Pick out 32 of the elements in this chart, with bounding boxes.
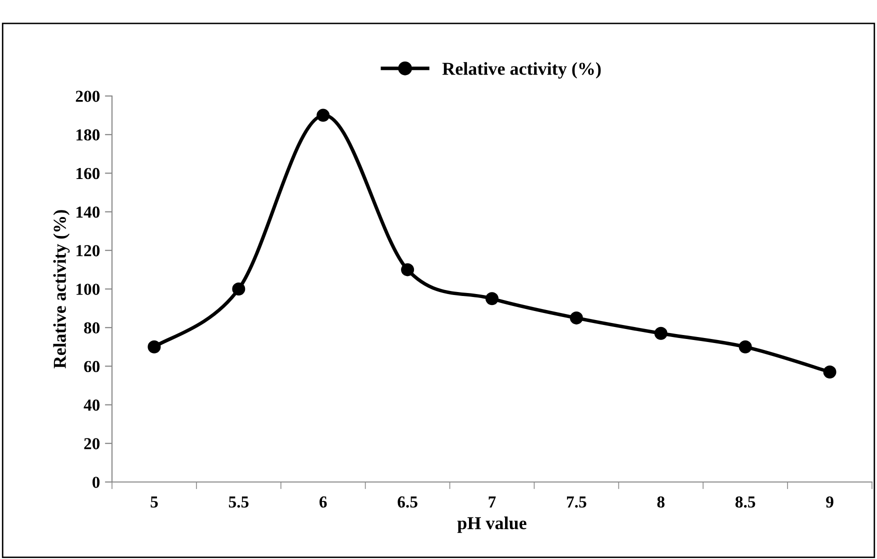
point	[485, 292, 499, 306]
point	[316, 108, 330, 122]
y-tick-label: 200	[76, 90, 100, 102]
y-tick-label: 180	[76, 129, 100, 141]
y-tick-label: 140	[76, 206, 100, 218]
x-tick-label: 7	[488, 496, 496, 508]
point	[232, 282, 246, 296]
point	[401, 263, 414, 276]
x-tick-label: 8.5	[735, 496, 756, 508]
y-tick-label: 0	[92, 476, 100, 488]
x-tick-label: 6	[320, 496, 327, 508]
y-tick-label: 20	[84, 438, 100, 450]
y-axis-title: Relative activity (%)	[53, 210, 70, 368]
x-tick-label: 7.5	[566, 496, 586, 508]
x-tick-label: 6.5	[398, 496, 418, 508]
y-tick-label: 120	[76, 245, 100, 256]
legend-label: Relative activity (%)	[442, 62, 601, 79]
x-tick-label: 5.5	[228, 496, 248, 508]
x-tick-label: 5	[150, 496, 158, 508]
point	[654, 326, 668, 340]
x-tick-label: 8	[657, 496, 665, 508]
y-tick-label: 40	[84, 400, 100, 411]
point	[148, 340, 161, 354]
y-tick-label: 160	[76, 168, 100, 180]
x-axis-title: pH value	[457, 516, 526, 533]
point	[570, 311, 583, 324]
x-tick-label: 9	[826, 496, 834, 508]
y-tick-label: 100	[76, 284, 100, 295]
y-tick-label: 80	[84, 322, 100, 334]
point	[823, 365, 836, 378]
point	[738, 340, 752, 354]
y-tick-label: 60	[84, 360, 100, 372]
